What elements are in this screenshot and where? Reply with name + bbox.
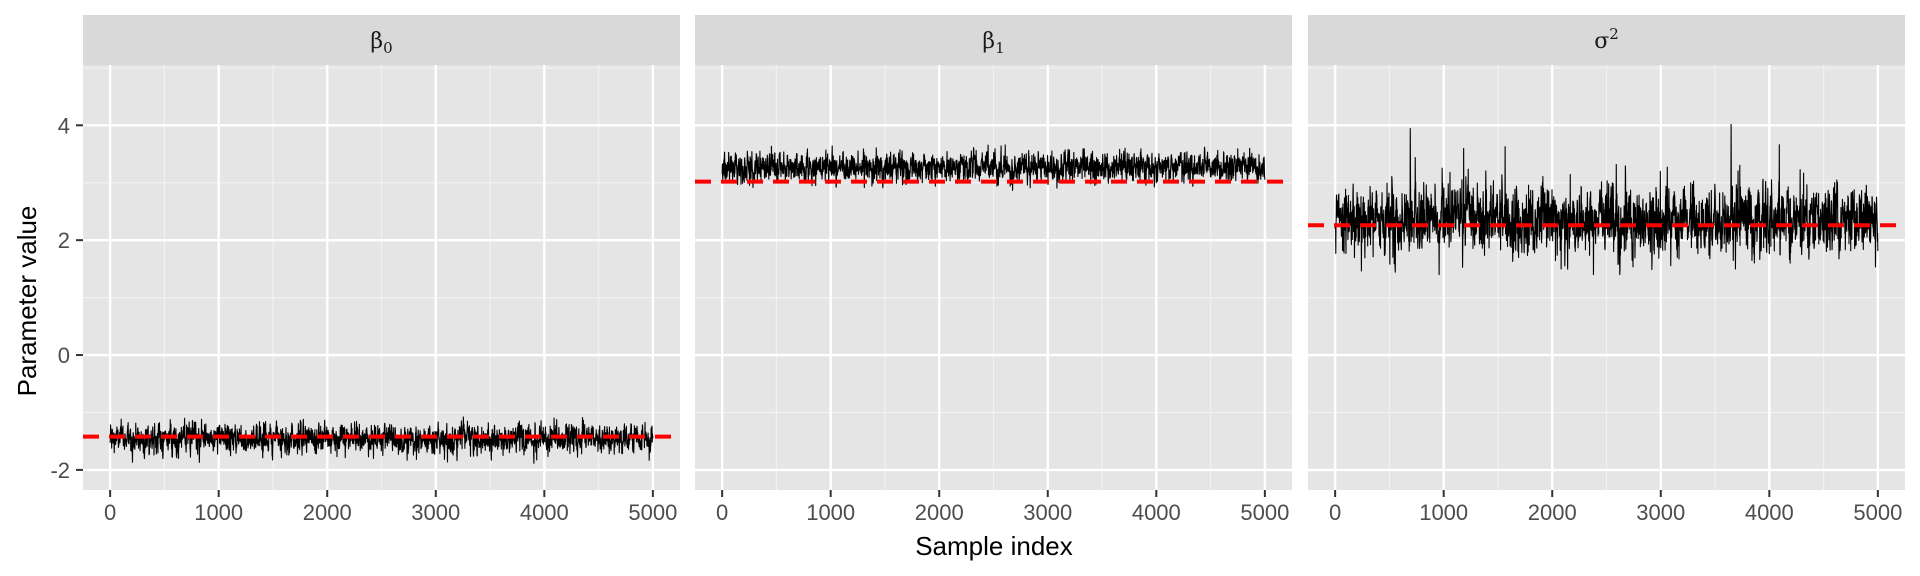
x-tick-label: 2000: [303, 500, 352, 525]
y-tick-label: -2: [50, 458, 70, 483]
x-tick-label: 4000: [520, 500, 569, 525]
facet-strip: [83, 15, 680, 65]
facet-strip-label: β0: [370, 29, 392, 57]
x-tick-label: 2000: [915, 500, 964, 525]
x-tick-label: 1000: [1419, 500, 1468, 525]
x-tick-label: 4000: [1132, 500, 1181, 525]
x-tick-label: 5000: [628, 500, 677, 525]
trace-line: [721, 144, 1266, 191]
facet-panel: β1 0 1000 2000 3000 4000 5000: [695, 15, 1292, 525]
y-tick-label: 2: [58, 228, 70, 253]
facet-panel: β0 0 1000 2000 3000 4000 5000 -2 0 2 4: [50, 15, 680, 525]
facet-panel: σ2 0 1000 2000 3000 4000 5000: [1308, 15, 1905, 525]
x-tick-label: 1000: [194, 500, 243, 525]
x-tick-label: 1000: [806, 500, 855, 525]
facet-strip-label: σ2: [1594, 25, 1619, 54]
trace-line: [1334, 123, 1879, 276]
y-axis-title: Parameter value: [12, 206, 42, 397]
x-tick-label: 2000: [1528, 500, 1577, 525]
facet-panels: β0 0 1000 2000 3000 4000 5000 -2 0 2 4 β1 0 1000 2000 3…: [50, 15, 1905, 525]
x-tick-label: 3000: [411, 500, 460, 525]
x-tick-label: 0: [1329, 500, 1341, 525]
y-tick-label: 0: [58, 343, 70, 368]
x-tick-label: 4000: [1745, 500, 1794, 525]
x-tick-label: 0: [104, 500, 116, 525]
x-tick-label: 5000: [1853, 500, 1902, 525]
y-tick-label: 4: [58, 113, 70, 138]
x-tick-label: 3000: [1636, 500, 1685, 525]
x-tick-label: 5000: [1240, 500, 1289, 525]
x-tick-label: 3000: [1023, 500, 1072, 525]
facet-strip-label: β1: [982, 29, 1004, 57]
x-axis-title: Sample index: [915, 531, 1073, 561]
facet-strip: [1308, 15, 1905, 65]
facet-strip: [695, 15, 1292, 65]
x-tick-label: 0: [716, 500, 728, 525]
